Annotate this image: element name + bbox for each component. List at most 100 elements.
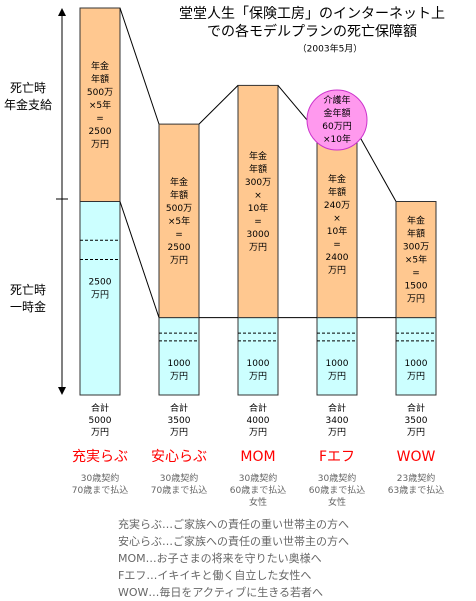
data-label-line: ×5年 xyxy=(405,253,427,265)
data-label: 年金年額 500万×5年 = 2500 万円 xyxy=(87,59,113,149)
total-label-line: 万円 xyxy=(328,427,346,438)
total-label-line: 合計 xyxy=(91,402,109,414)
condition-label-line: 70歳まで払込 xyxy=(151,484,207,496)
data-label-line: 1000 xyxy=(326,358,349,368)
data-label-line: 万円 xyxy=(249,370,267,381)
data-label-line: 万円 xyxy=(91,138,109,149)
condition-label-line: 30歳契約 xyxy=(318,472,356,484)
condition-label: 23歳契約 63歳まで払込 xyxy=(388,472,444,496)
data-label-line: 2500 xyxy=(89,126,112,136)
data-label-line: 500万 xyxy=(166,203,192,213)
axis-label-line: 一時金 xyxy=(10,299,46,314)
plan-name: 安心らぶ xyxy=(151,449,207,465)
annotation: 介護年金年額 60万円×10年 xyxy=(322,94,351,145)
chart-title: での各モデルプランの死亡保障額 xyxy=(207,23,417,40)
data-label-line: 万円 xyxy=(328,265,346,276)
data-label-line: 年額 xyxy=(91,72,109,84)
bar-segment xyxy=(316,131,358,319)
condition-label-line: 60歳まで払込 xyxy=(230,484,286,496)
data-label-line: 2500 xyxy=(89,277,112,287)
axis-label-line: 死亡時 xyxy=(10,81,46,95)
data-label-line: 1000 xyxy=(168,358,191,368)
data-label-line: ×5年 xyxy=(168,214,190,226)
data-label: 年金年額 500万×5年 = 2500 万円 xyxy=(166,175,192,265)
total-label: 合計 3500 万円 xyxy=(405,402,428,438)
note: WOW…毎日をアクティブに生きる若者へ xyxy=(118,585,323,599)
data-label: 年金年額 240万 × 10年 = 2400 万円 xyxy=(324,173,350,276)
data-label-line: × xyxy=(333,214,341,224)
data-label-line: = xyxy=(254,217,262,227)
condition-label-line: 女性 xyxy=(328,496,346,508)
data-label-line: 年金 xyxy=(170,175,188,187)
total-label-line: 万円 xyxy=(170,427,188,438)
data-label-line: 1000 xyxy=(247,358,270,368)
axis-label-line: 死亡時 xyxy=(10,283,46,297)
data-label-line: 万円 xyxy=(91,289,109,300)
condition-label-line: 30歳契約 xyxy=(239,472,277,484)
total-label-line: 万円 xyxy=(249,427,267,438)
data-label: 年金年額 300万 × 10年 = 3000 万円 xyxy=(245,150,271,253)
condition-label-line: 23歳契約 xyxy=(397,472,435,484)
plan-name: MOM xyxy=(240,449,275,465)
total-label-line: 万円 xyxy=(91,427,109,438)
data-label-line: 1500 xyxy=(405,281,428,291)
plan-name: Fエフ xyxy=(319,449,355,465)
data-label-line: 2400 xyxy=(326,253,349,263)
data-label-line: 10年 xyxy=(327,225,347,237)
data-label-line: 年額 xyxy=(249,163,267,175)
total-label-line: 3400 xyxy=(326,416,349,426)
bar-segment xyxy=(395,317,437,396)
total-label: 合計 3400 万円 xyxy=(326,402,349,438)
axis-label: 死亡時一時金 xyxy=(10,283,46,314)
data-label-line: 年額 xyxy=(170,188,188,200)
condition-label-line: 60歳まで払込 xyxy=(309,484,365,496)
total-label: 合計 3500 万円 xyxy=(168,402,191,438)
condition-label-line: 70歳まで払込 xyxy=(72,484,128,496)
data-label-line: 1000 xyxy=(405,358,428,368)
data-label-line: 300万 xyxy=(403,242,429,252)
data-label: 1000 万円 xyxy=(247,358,270,381)
condition-label-line: 30歳契約 xyxy=(160,472,198,484)
axis-label-line: 年金支給 xyxy=(4,97,52,112)
total-label-line: 4000 xyxy=(247,416,270,426)
bar-segment xyxy=(158,123,200,319)
note: 充実らぶ…ご家族への責任の重い世帯主の方へ xyxy=(118,517,349,531)
data-label: 1000 万円 xyxy=(405,358,428,381)
data-label-line: 年金 xyxy=(91,59,109,71)
data-label-line: 年金 xyxy=(407,214,425,226)
data-label-line: 3000 xyxy=(247,230,270,240)
data-label: 2500 万円 xyxy=(89,277,112,300)
data-label-line: 500万 xyxy=(87,87,113,97)
total-label-line: 合計 xyxy=(407,402,425,414)
data-label-line: 10年 xyxy=(248,202,268,214)
bar-segment xyxy=(79,201,121,396)
total-label: 合計 4000 万円 xyxy=(247,402,270,438)
data-label-line: 年金 xyxy=(249,150,267,162)
data-label-line: ×5年 xyxy=(89,98,111,110)
data-label-line: = xyxy=(333,240,341,250)
data-label: 1000 万円 xyxy=(326,358,349,381)
data-label-line: 年額 xyxy=(407,227,425,239)
chart-title: 堂堂人生「保険工房」のインターネット上 xyxy=(179,6,445,22)
bar-segment xyxy=(316,317,358,396)
data-label-line: 2500 xyxy=(168,242,191,252)
data-label-line: 300万 xyxy=(245,178,271,188)
data-label-line: 240万 xyxy=(324,201,350,211)
data-label-line: 万円 xyxy=(328,370,346,381)
condition-label: 30歳契約 70歳まで払込 xyxy=(72,472,128,496)
annotation-line: 介護年 xyxy=(323,94,350,106)
annotation-line: 60万円 xyxy=(322,121,351,132)
total-label-line: 3500 xyxy=(168,416,191,426)
note: MOM…お子さまの将来を守りたい奥様へ xyxy=(118,551,322,565)
bar-segment xyxy=(79,7,121,202)
plan-name: WOW xyxy=(397,449,436,465)
bar-segment xyxy=(237,84,279,319)
bar-segment xyxy=(237,317,279,396)
connector xyxy=(119,7,160,125)
bar-segment xyxy=(395,201,437,319)
total-label-line: 合計 xyxy=(249,402,267,414)
total-label-line: 3500 xyxy=(405,416,428,426)
data-label-line: 万円 xyxy=(249,242,267,253)
data-label: 年金年額 300万×5年 = 1500 万円 xyxy=(403,214,429,304)
